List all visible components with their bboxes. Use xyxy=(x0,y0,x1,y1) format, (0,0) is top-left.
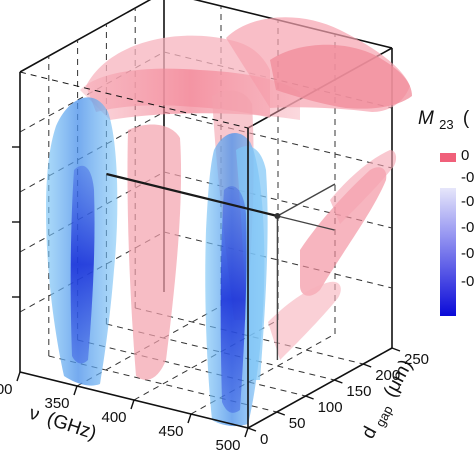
x-tick-mark xyxy=(130,399,135,410)
colorbar-label: 0 xyxy=(461,147,469,164)
colorbar: M 23 ( 0 -0 -0 -0 -0 -0 xyxy=(418,108,474,316)
pink-streak-2 xyxy=(330,150,397,224)
colorbar-positive-swatch xyxy=(440,153,456,162)
pink-column-1 xyxy=(127,124,182,380)
x-tick-mark xyxy=(244,427,249,438)
box-edge xyxy=(19,0,152,73)
pink-streak-1 xyxy=(300,167,387,296)
colorbar-label: -0 xyxy=(461,219,474,236)
y-tick-label: 100 xyxy=(318,399,343,416)
colorbar-negative-ramp xyxy=(440,188,456,316)
y-tick-mark xyxy=(276,411,286,416)
colorbar-title: M 23 ( xyxy=(418,108,470,134)
y-tick-label: 250 xyxy=(404,351,429,368)
x-tick-mark xyxy=(73,385,78,396)
y-tick-label: 200 xyxy=(375,367,400,384)
blue-core-1 xyxy=(70,165,95,364)
y-tick-label: 150 xyxy=(346,383,371,400)
cursor-point xyxy=(274,213,281,219)
y-tick-mark xyxy=(334,379,343,384)
box-edge xyxy=(247,347,393,429)
colorbar-label: -0 xyxy=(461,169,474,186)
x-tick-label: 500 xyxy=(215,437,240,454)
isosurfaces xyxy=(46,17,412,427)
x-tick-mark xyxy=(16,371,21,382)
cursor-line-y xyxy=(277,183,336,217)
colorbar-label: -0 xyxy=(461,273,474,290)
x-tick-label: 350 xyxy=(44,395,69,412)
y-tick-label: 0 xyxy=(260,431,268,448)
x-tick-label: 400 xyxy=(101,409,126,426)
y-tick-mark xyxy=(391,347,401,352)
y-tick-label: 50 xyxy=(289,415,306,432)
x-tick-label: 450 xyxy=(158,423,183,440)
y-tick-mark xyxy=(247,427,257,432)
blue-core-2 xyxy=(220,186,247,413)
x-tick-mark xyxy=(187,413,192,424)
gridline xyxy=(77,339,306,397)
cursor-line-x xyxy=(106,172,278,218)
y-tick-mark xyxy=(362,363,372,368)
pink-ridge-right xyxy=(270,44,412,109)
cursor-line-x2 xyxy=(277,215,335,231)
y-tick-mark xyxy=(305,395,314,400)
x-tick-label: 300 xyxy=(0,381,13,398)
pink-streak-3 xyxy=(268,281,341,360)
colorbar-label: -0 xyxy=(461,193,474,210)
colorbar-label: -0 xyxy=(461,245,474,262)
